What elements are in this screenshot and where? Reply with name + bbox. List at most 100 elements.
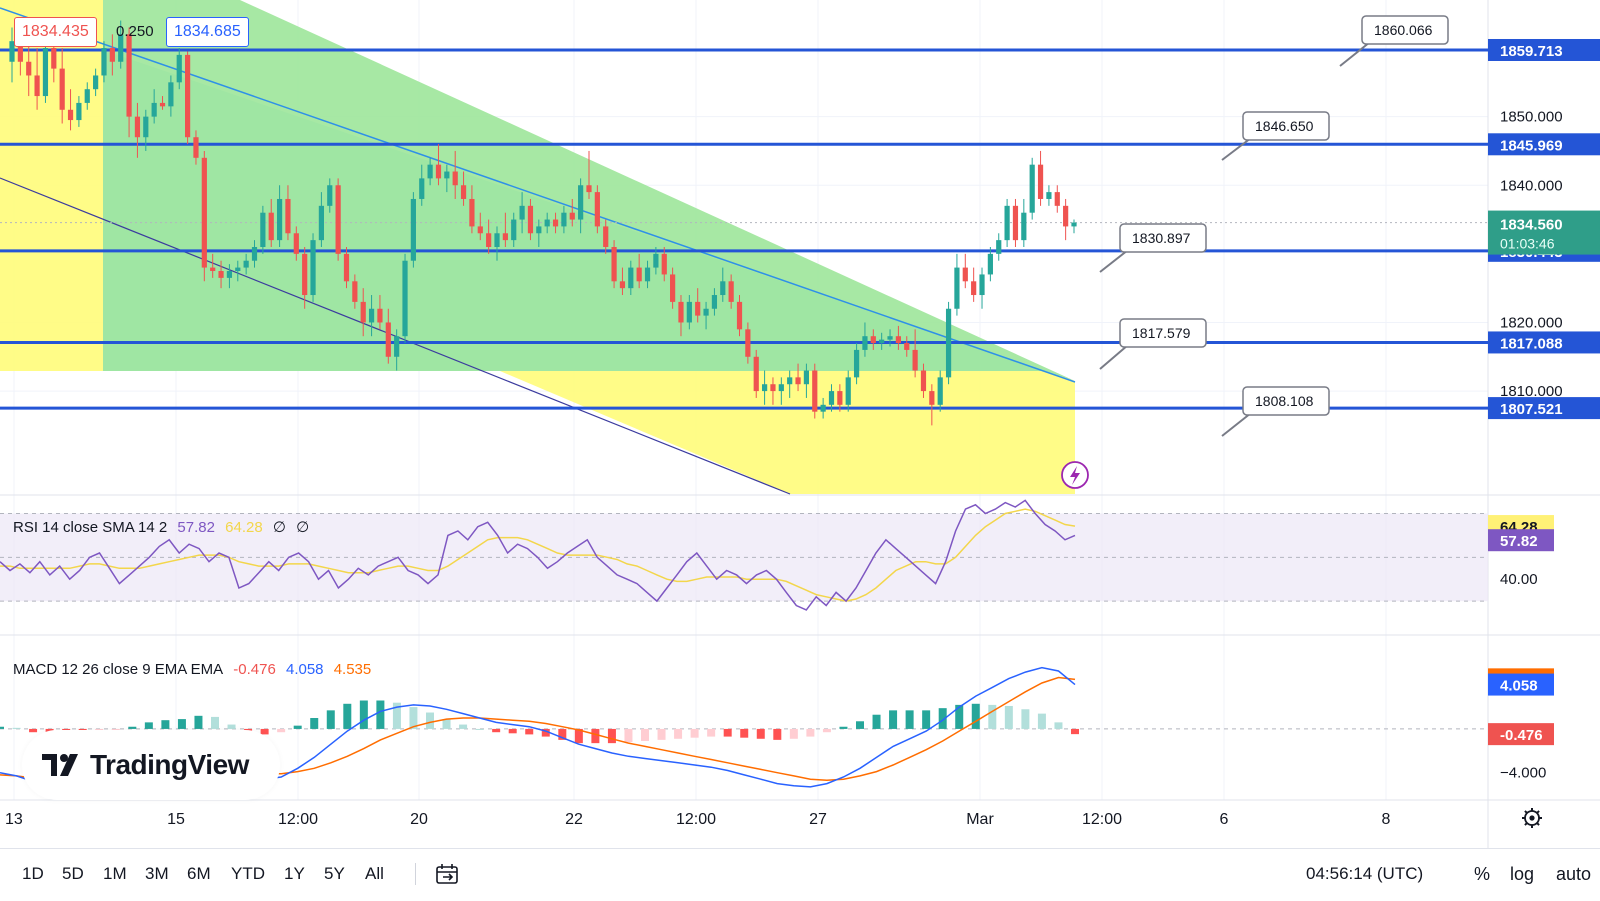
candle-body[interactable]	[962, 267, 968, 282]
candle-body[interactable]	[360, 301, 366, 323]
candle-body[interactable]	[745, 329, 751, 357]
candle-body[interactable]	[644, 267, 651, 282]
candle-body[interactable]	[469, 198, 475, 227]
candle-body[interactable]	[201, 157, 207, 268]
candle-body[interactable]	[996, 240, 1002, 254]
candle-body[interactable]	[904, 343, 910, 350]
candle-body[interactable]	[678, 301, 684, 323]
candle-body[interactable]	[527, 205, 534, 234]
candle-body[interactable]	[101, 48, 107, 76]
candle-body[interactable]	[302, 253, 308, 296]
candle-body[interactable]	[51, 48, 57, 69]
candle-body[interactable]	[460, 185, 467, 199]
utc-clock[interactable]: 04:56:14 (UTC)	[1306, 864, 1424, 883]
candle-body[interactable]	[979, 274, 985, 296]
candle-body[interactable]	[594, 192, 600, 227]
candle-body[interactable]	[1054, 192, 1060, 206]
candle-body[interactable]	[210, 267, 216, 272]
candle-body[interactable]	[1063, 205, 1069, 227]
candle-body[interactable]	[586, 185, 592, 193]
candle-body[interactable]	[402, 260, 408, 337]
candle-body[interactable]	[619, 281, 626, 289]
candle-body[interactable]	[812, 370, 818, 412]
candle-body[interactable]	[929, 391, 935, 405]
bid-price-chip[interactable]: 1834.435	[14, 17, 97, 47]
candle-body[interactable]	[93, 75, 99, 90]
candle-body[interactable]	[937, 377, 943, 405]
candle-body[interactable]	[511, 219, 517, 241]
candle-body[interactable]	[368, 308, 375, 323]
candle-body[interactable]	[444, 171, 450, 179]
candle-body[interactable]	[887, 336, 893, 340]
candle-body[interactable]	[879, 339, 885, 344]
range-5y-button[interactable]: 5Y	[324, 859, 345, 889]
candle-body[interactable]	[168, 82, 174, 107]
candle-body[interactable]	[260, 212, 266, 247]
candle-body[interactable]	[987, 253, 993, 275]
chart-settings-gear-icon[interactable]	[1522, 808, 1542, 828]
candle-body[interactable]	[59, 68, 65, 110]
candle-body[interactable]	[1071, 222, 1077, 227]
range-1d-button[interactable]: 1D	[22, 859, 44, 889]
candle-body[interactable]	[945, 308, 952, 378]
candle-body[interactable]	[109, 48, 115, 62]
candle-body[interactable]	[778, 384, 784, 392]
candle-body[interactable]	[971, 281, 977, 296]
candle-body[interactable]	[126, 34, 132, 117]
price-callout-box[interactable]	[1361, 15, 1449, 45]
candle-body[interactable]	[243, 260, 249, 268]
range-6m-button[interactable]: 6M	[187, 859, 211, 889]
candle-body[interactable]	[795, 377, 801, 385]
candle-body[interactable]	[736, 301, 743, 330]
rsi-line[interactable]	[0, 499, 1076, 611]
candle-body[interactable]	[711, 295, 718, 309]
candle-body[interactable]	[761, 384, 768, 392]
range-1y-button[interactable]: 1Y	[284, 859, 305, 889]
candle-body[interactable]	[636, 267, 642, 282]
candle-body[interactable]	[895, 336, 901, 344]
candle-body[interactable]	[870, 336, 876, 344]
candle-body[interactable]	[837, 391, 843, 405]
candle-body[interactable]	[544, 219, 550, 227]
candle-body[interactable]	[695, 301, 701, 316]
range-all-button[interactable]: All	[365, 859, 384, 889]
price-callout-box[interactable]	[1119, 318, 1207, 348]
candle-body[interactable]	[920, 370, 927, 392]
candle-body[interactable]	[770, 384, 776, 392]
macd-legend[interactable]: MACD 12 26 close 9 EMA EMA -0.476 4.058 …	[13, 661, 377, 678]
candle-body[interactable]	[670, 274, 676, 302]
candle-body[interactable]	[1012, 205, 1019, 241]
candle-body[interactable]	[143, 116, 149, 138]
candle-body[interactable]	[352, 281, 358, 302]
candle-body[interactable]	[661, 253, 667, 275]
price-callout-box[interactable]	[1242, 111, 1330, 141]
candle-body[interactable]	[268, 212, 274, 241]
percent-scale-toggle[interactable]: %	[1474, 864, 1491, 884]
candle-body[interactable]	[502, 233, 508, 241]
candle-body[interactable]	[410, 198, 416, 261]
candle-body[interactable]	[1046, 192, 1052, 199]
candle-body[interactable]	[276, 198, 283, 241]
ask-price-chip[interactable]: 1834.685	[166, 17, 249, 47]
candle-body[interactable]	[552, 219, 559, 227]
candle-body[interactable]	[452, 171, 458, 186]
candle-body[interactable]	[377, 308, 383, 323]
candle-body[interactable]	[494, 233, 500, 247]
candle-body[interactable]	[193, 137, 199, 158]
candle-body[interactable]	[686, 301, 692, 323]
candle-body[interactable]	[9, 41, 15, 62]
candle-body[interactable]	[118, 34, 124, 62]
candle-body[interactable]	[536, 226, 542, 234]
candle-body[interactable]	[611, 247, 617, 282]
candle-body[interactable]	[235, 267, 241, 272]
candle-body[interactable]	[820, 404, 826, 412]
candle-body[interactable]	[653, 253, 659, 268]
candle-body[interactable]	[134, 116, 141, 138]
candle-body[interactable]	[343, 253, 350, 282]
candle-body[interactable]	[435, 164, 442, 179]
candle-body[interactable]	[787, 377, 793, 385]
rsi-legend[interactable]: RSI 14 close SMA 14 2 57.82 64.28 ∅ ∅	[13, 518, 315, 536]
range-ytd-button[interactable]: YTD	[231, 859, 265, 889]
candle-body[interactable]	[519, 205, 525, 220]
candle-body[interactable]	[218, 271, 224, 278]
